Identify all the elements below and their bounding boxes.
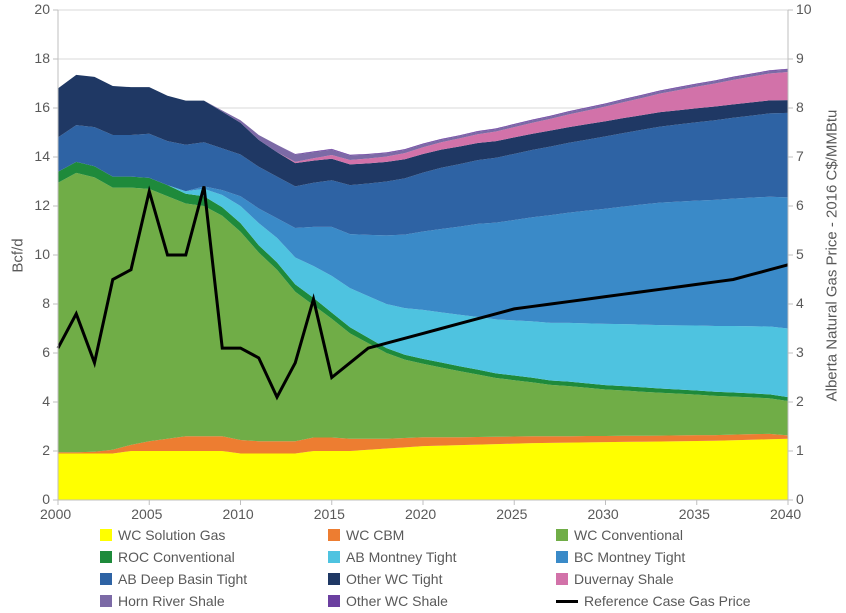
legend-swatch (328, 595, 340, 607)
legend-label: Other WC Shale (346, 593, 448, 609)
y-right-tick: 6 (796, 197, 804, 213)
legend-swatch (328, 573, 340, 585)
legend-swatch (328, 529, 340, 541)
x-tick: 2015 (314, 506, 345, 522)
x-tick: 2010 (223, 506, 254, 522)
legend-item: Duvernay Shale (556, 568, 784, 590)
y-left-tick: 6 (42, 344, 50, 360)
y-right-tick: 9 (796, 50, 804, 66)
legend-swatch (556, 529, 568, 541)
y-right-tick: 4 (796, 295, 804, 311)
legend: WC Solution Gas WC CBM WC Conventional ROC … (100, 524, 790, 612)
y-left-tick: 18 (34, 50, 50, 66)
y-right-tick: 1 (796, 442, 804, 458)
legend-item: Other WC Shale (328, 590, 556, 612)
y-left-tick: 8 (42, 295, 50, 311)
legend-item: AB Deep Basin Tight (100, 568, 328, 590)
y-left-tick: 4 (42, 393, 50, 409)
y-left-axis-label-text: Bcf/d (10, 238, 27, 272)
legend-swatch (100, 573, 112, 585)
legend-label: WC Conventional (574, 527, 683, 543)
legend-label: BC Montney Tight (574, 549, 685, 565)
legend-label: WC Solution Gas (118, 527, 225, 543)
y-left-tick: 0 (42, 491, 50, 507)
x-tick: 2035 (679, 506, 710, 522)
legend-label: WC CBM (346, 527, 404, 543)
y-right-tick: 2 (796, 393, 804, 409)
legend-label: Horn River Shale (118, 593, 225, 609)
y-left-tick: 2 (42, 442, 50, 458)
legend-item: Reference Case Gas Price (556, 590, 784, 612)
legend-item: ROC Conventional (100, 546, 328, 568)
y-right-axis-label: Alberta Natural Gas Price - 2016 C$/MMBt… (822, 10, 842, 500)
y-right-tick: 8 (796, 99, 804, 115)
y-right-tick: 0 (796, 491, 804, 507)
y-left-tick: 14 (34, 148, 50, 164)
legend-swatch (100, 529, 112, 541)
plot-svg (58, 10, 788, 500)
y-left-tick: 12 (34, 197, 50, 213)
legend-swatch (556, 551, 568, 563)
x-tick: 2020 (405, 506, 436, 522)
y-right-tick: 10 (796, 1, 812, 17)
legend-item: Other WC Tight (328, 568, 556, 590)
legend-label: AB Montney Tight (346, 549, 457, 565)
y-left-tick: 16 (34, 99, 50, 115)
legend-item: Horn River Shale (100, 590, 328, 612)
legend-label: ROC Conventional (118, 549, 235, 565)
x-tick: 2005 (131, 506, 162, 522)
legend-label: Other WC Tight (346, 571, 442, 587)
legend-label: Duvernay Shale (574, 571, 674, 587)
y-right-tick: 5 (796, 246, 804, 262)
y-left-tick: 20 (34, 1, 50, 17)
legend-swatch (328, 551, 340, 563)
x-tick: 2030 (588, 506, 619, 522)
legend-item: WC Conventional (556, 524, 784, 546)
legend-line-swatch (556, 600, 578, 603)
x-tick: 2000 (40, 506, 71, 522)
y-right-tick: 3 (796, 344, 804, 360)
y-right-tick: 7 (796, 148, 804, 164)
y-left-axis-label: Bcf/d (8, 10, 28, 500)
chart-container: Bcf/d Alberta Natural Gas Price - 2016 C… (0, 0, 846, 613)
legend-swatch (100, 595, 112, 607)
y-left-tick: 10 (34, 246, 50, 262)
y-right-axis-label-text: Alberta Natural Gas Price - 2016 C$/MMBt… (824, 109, 841, 401)
x-tick: 2040 (770, 506, 801, 522)
legend-item: WC Solution Gas (100, 524, 328, 546)
legend-label: AB Deep Basin Tight (118, 571, 247, 587)
x-tick: 2025 (496, 506, 527, 522)
legend-swatch (100, 551, 112, 563)
legend-item: BC Montney Tight (556, 546, 784, 568)
legend-item: WC CBM (328, 524, 556, 546)
plot-area (58, 10, 788, 500)
legend-item: AB Montney Tight (328, 546, 556, 568)
legend-label: Reference Case Gas Price (584, 593, 751, 609)
legend-swatch (556, 573, 568, 585)
